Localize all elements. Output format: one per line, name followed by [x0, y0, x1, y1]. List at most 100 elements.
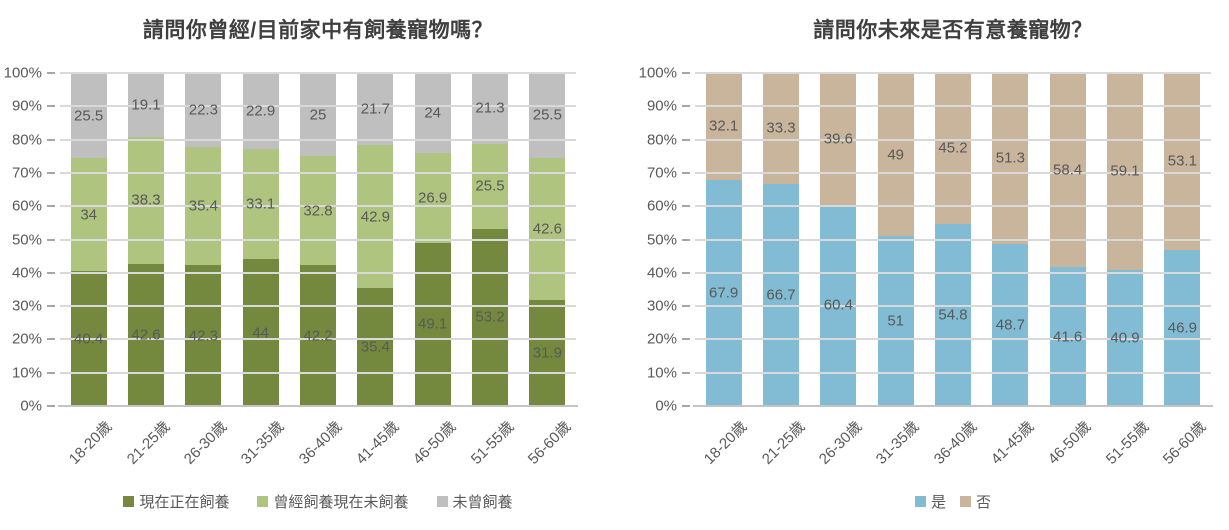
legend-swatch	[257, 496, 269, 507]
gridline	[695, 105, 1211, 108]
gridline	[60, 238, 576, 241]
data-label: 44	[252, 324, 269, 342]
y-axis-label: 10%	[11, 364, 42, 382]
data-label: 25.5	[74, 107, 104, 125]
bar-segment	[877, 73, 914, 237]
legend-item: 未曾飼養	[436, 491, 513, 512]
data-label: 21.7	[360, 100, 390, 118]
x-axis-line	[693, 405, 1213, 407]
y-axis-label: 30%	[646, 297, 677, 315]
gridline	[695, 171, 1211, 174]
data-label: 58.4	[1053, 161, 1083, 179]
gridline	[60, 305, 576, 308]
y-axis-label: 90%	[11, 97, 42, 115]
y-axis-tick	[682, 205, 690, 208]
y-axis-tick	[47, 72, 55, 74]
data-label: 32.8	[303, 202, 333, 220]
data-label: 49	[887, 146, 904, 164]
data-label: 42.6	[131, 326, 161, 344]
y-axis-tick	[682, 305, 690, 308]
data-label: 19.1	[131, 96, 161, 114]
gridline	[60, 271, 576, 274]
bar-segment	[128, 73, 164, 137]
gridline	[60, 171, 576, 174]
data-label: 39.6	[823, 130, 853, 148]
data-label: 21.3	[475, 99, 505, 117]
data-label: 51.3	[995, 149, 1025, 167]
data-label: 45.2	[938, 139, 968, 157]
data-label: 46.9	[1167, 319, 1197, 337]
bar-segment	[300, 265, 336, 406]
gridline	[695, 72, 1211, 74]
legend: 是否	[695, 491, 1211, 512]
gridline	[695, 138, 1211, 141]
bar-segment	[1164, 73, 1201, 250]
data-label: 42.9	[360, 208, 390, 226]
gridline	[695, 371, 1211, 374]
data-label: 53.2	[475, 308, 505, 326]
gridline	[695, 238, 1211, 241]
bar-segment	[529, 299, 566, 406]
bar-segment	[242, 259, 279, 406]
y-axis-label: 70%	[646, 164, 677, 182]
legend-swatch	[960, 496, 971, 507]
legend-label: 是	[930, 494, 946, 511]
y-axis-tick	[47, 205, 55, 208]
bar-segment	[472, 143, 508, 229]
bar-segment	[472, 228, 508, 406]
gridline	[60, 105, 576, 108]
data-label: 35.4	[360, 338, 390, 356]
bar-segment	[529, 157, 566, 300]
data-label: 32.1	[709, 117, 739, 135]
gridline	[60, 72, 576, 74]
legend-swatch	[914, 496, 926, 507]
y-axis-tick	[47, 238, 55, 241]
data-label: 48.7	[995, 316, 1025, 334]
y-axis-tick	[682, 138, 690, 141]
bar-segment	[300, 156, 336, 266]
legend-item: 曾經飼養現在未飼養	[257, 491, 409, 512]
data-label: 35.4	[188, 197, 218, 215]
y-axis-label: 0%	[20, 397, 42, 415]
bar-segment	[935, 73, 971, 224]
y-axis-tick	[47, 371, 55, 374]
legend-label: 未曾飼養	[452, 494, 513, 511]
bar-segment	[357, 288, 394, 406]
bar-segment	[128, 264, 164, 406]
gridline	[695, 338, 1211, 341]
y-axis-label: 60%	[11, 197, 42, 215]
gridline	[695, 205, 1211, 208]
data-label: 40.4	[74, 330, 104, 348]
bar-segment	[300, 73, 336, 157]
data-label: 25.5	[475, 177, 505, 195]
legend-label: 否	[976, 494, 992, 511]
data-label: 34	[80, 206, 97, 224]
bar-segment	[1107, 269, 1143, 406]
bar-segment	[414, 242, 451, 406]
data-label: 54.8	[938, 306, 968, 324]
bar-segment	[992, 243, 1029, 406]
data-label: 40.9	[1110, 329, 1140, 347]
bar-segment	[763, 73, 799, 184]
data-label: 51	[887, 312, 904, 330]
y-axis-tick	[682, 371, 690, 374]
bar-segment	[414, 152, 451, 243]
y-axis-label: 100%	[3, 64, 42, 82]
bar-segment	[877, 236, 914, 406]
legend-item: 現在正在飼養	[123, 491, 229, 512]
legend-label: 現在正在飼養	[139, 494, 230, 511]
bar-segment	[705, 73, 742, 180]
y-axis-label: 40%	[11, 264, 42, 282]
bar-segment	[185, 265, 222, 406]
data-label: 25	[309, 106, 327, 124]
bar-segment	[70, 158, 107, 272]
data-label: 53.1	[1167, 152, 1197, 170]
x-axis-line	[58, 405, 578, 407]
data-label: 59.1	[1110, 162, 1140, 180]
y-axis-tick	[682, 171, 690, 174]
legend: 現在正在飼養 曾經飼養現在未飼養 未曾飼養	[60, 491, 576, 512]
legend-swatch	[436, 496, 448, 507]
data-label: 42.6	[532, 220, 562, 238]
y-axis-tick	[682, 72, 690, 74]
y-axis-label: 0%	[655, 397, 677, 415]
